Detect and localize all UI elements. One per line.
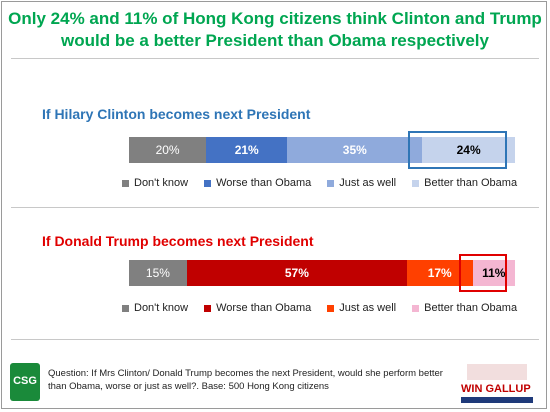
bar-segment-don-t-know: 15% — [129, 260, 187, 286]
legend-label: Don't know — [134, 177, 189, 189]
legend-label: Don't know — [134, 302, 189, 314]
trump-stacked-bar: 15% 57% 17% 11% — [129, 254, 515, 292]
legend-label: Just as well — [339, 177, 397, 189]
legend-item: Just as well — [327, 177, 396, 189]
clinton-stacked-bar: 20% 21% 35% 24% — [129, 131, 515, 169]
highlight-box — [408, 131, 507, 169]
legend-label: Worse than Obama — [216, 177, 312, 189]
bottom-divider — [11, 339, 539, 340]
bar-segment-don-t-know: 20% — [129, 137, 207, 163]
legend-item: Better than Obama — [412, 177, 517, 189]
legend-swatch — [204, 179, 212, 187]
legend-swatch — [412, 179, 420, 187]
trump-chart-title: If Donald Trump becomes next President — [42, 233, 314, 249]
legend-swatch — [327, 179, 335, 187]
data-label: 11% — [482, 266, 506, 280]
question-text: Question: If Mrs Clinton/ Donald Trump b… — [48, 368, 443, 392]
legend-label: Better than Obama — [424, 302, 518, 314]
highlight-box — [458, 254, 507, 292]
data-label: 20% — [155, 143, 180, 157]
slide-title: Only 24% and 11% of Hong Kong citizens t… — [8, 9, 542, 50]
data-label: 57% — [284, 266, 309, 280]
csg-logo-text: CSG — [13, 375, 37, 387]
legend-item: Just as well — [327, 302, 396, 314]
bar-segment-just-as-well: 17% — [406, 260, 473, 286]
legend-swatch — [327, 304, 335, 312]
legend-swatch — [122, 304, 129, 312]
legend-item: Don't know — [122, 302, 188, 314]
trump-legend: Don't know Worse than Obama Just as well Be… — [122, 302, 533, 314]
win-gallup-logo: WIN GALLUP — [461, 364, 533, 403]
legend-item: Don't know — [122, 177, 188, 189]
legend-label: Worse than Obama — [216, 302, 312, 314]
legend-label: Better than Obama — [424, 177, 518, 189]
legend-swatch — [204, 304, 212, 312]
csg-logo: CSG — [10, 363, 40, 401]
gallup-band — [461, 397, 533, 403]
data-label: 17% — [427, 266, 452, 280]
legend-item: Worse than Obama — [204, 302, 311, 314]
legend-swatch — [412, 304, 420, 312]
data-label: 24% — [456, 143, 481, 157]
bar-segment-worse-than-obama: 57% — [186, 260, 407, 286]
top-divider — [11, 58, 539, 59]
data-label: 15% — [145, 266, 170, 280]
bar-segment-just-as-well: 35% — [287, 137, 423, 163]
legend-item: Better than Obama — [412, 302, 517, 314]
legend-swatch — [122, 179, 129, 187]
bar-segment-better-than-obama: 24% — [408, 131, 515, 169]
bar-segment-worse-than-obama: 21% — [206, 137, 288, 163]
bar-segment-better-than-obama: 11% — [458, 254, 515, 292]
legend-item: Worse than Obama — [204, 177, 311, 189]
legend-label: Just as well — [339, 302, 397, 314]
middle-divider — [11, 207, 539, 208]
clinton-legend: Don't know Worse than Obama Just as well Be… — [122, 177, 533, 189]
win-gallup-logo-text: WIN GALLUP — [461, 383, 531, 395]
data-label: 35% — [342, 143, 367, 157]
data-label: 21% — [234, 143, 259, 157]
world-map-shape — [467, 364, 527, 380]
clinton-chart-title: If Hilary Clinton becomes next President — [42, 106, 311, 122]
